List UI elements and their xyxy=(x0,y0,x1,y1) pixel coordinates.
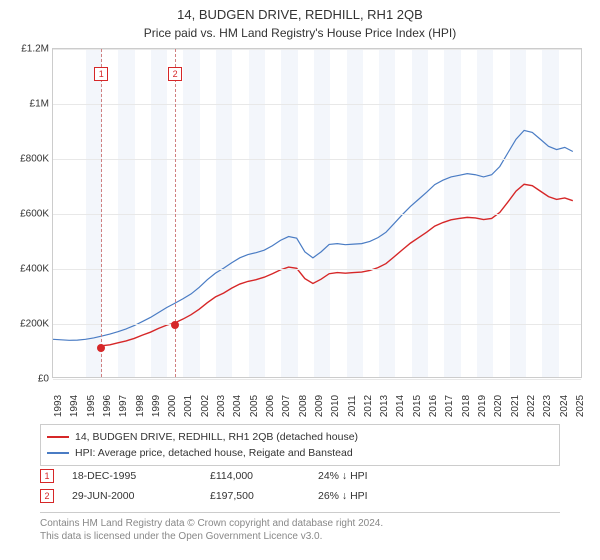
x-axis-label: 2017 xyxy=(444,395,455,417)
y-axis-label: £1.2M xyxy=(5,44,49,55)
x-axis-label: 2023 xyxy=(542,395,553,417)
x-axis-label: 2009 xyxy=(314,395,325,417)
y-axis-label: £1M xyxy=(5,99,49,110)
x-axis-label: 2013 xyxy=(379,395,390,417)
legend-label-property: 14, BUDGEN DRIVE, REDHILL, RH1 2QB (deta… xyxy=(75,431,358,443)
chart-subtitle: Price paid vs. HM Land Registry's House … xyxy=(0,24,600,40)
y-axis-label: £400K xyxy=(5,264,49,275)
x-axis-label: 1999 xyxy=(151,395,162,417)
series-line-hpi_detached xyxy=(53,130,573,340)
transaction-row-2: 2 29-JUN-2000 £197,500 26% ↓ HPI xyxy=(40,486,560,506)
x-axis-label: 1995 xyxy=(86,395,97,417)
y-axis-label: £800K xyxy=(5,154,49,165)
gridline xyxy=(53,379,581,380)
x-axis-label: 1994 xyxy=(69,395,80,417)
page-title: 14, BUDGEN DRIVE, REDHILL, RH1 2QB xyxy=(0,0,600,24)
legend-label-hpi: HPI: Average price, detached house, Reig… xyxy=(75,447,353,459)
gridline xyxy=(53,159,581,160)
transaction-marker-1: 1 xyxy=(40,469,54,483)
transaction-vs-hpi: 26% ↓ HPI xyxy=(318,490,428,502)
gridline xyxy=(53,214,581,215)
x-axis-label: 2014 xyxy=(395,395,406,417)
x-axis-label: 2020 xyxy=(493,395,504,417)
x-axis-label: 2006 xyxy=(265,395,276,417)
gridline xyxy=(53,49,581,50)
x-axis-label: 2002 xyxy=(200,395,211,417)
chart-svg xyxy=(53,49,581,377)
chart-plot-area: £0£200K£400K£600K£800K£1M£1.2M1993199419… xyxy=(52,48,582,378)
footer-attribution: Contains HM Land Registry data © Crown c… xyxy=(40,512,560,543)
x-axis-label: 2008 xyxy=(298,395,309,417)
marker-guideline xyxy=(101,49,102,377)
transaction-date: 18-DEC-1995 xyxy=(72,470,192,482)
y-axis-label: £200K xyxy=(5,319,49,330)
x-axis-label: 2011 xyxy=(347,395,358,417)
x-axis-label: 2019 xyxy=(477,395,488,417)
legend-box: 14, BUDGEN DRIVE, REDHILL, RH1 2QB (deta… xyxy=(40,424,560,466)
marker-dot xyxy=(97,344,105,352)
x-axis-label: 2024 xyxy=(559,395,570,417)
legend-swatch-property xyxy=(47,436,69,438)
transaction-price: £114,000 xyxy=(210,470,300,482)
x-axis-label: 2000 xyxy=(167,395,178,417)
transactions-table: 1 18-DEC-1995 £114,000 24% ↓ HPI 2 29-JU… xyxy=(40,466,560,506)
marker-dot xyxy=(171,321,179,329)
x-axis-label: 2015 xyxy=(412,395,423,417)
x-axis-label: 2022 xyxy=(526,395,537,417)
x-axis-label: 2010 xyxy=(330,395,341,417)
x-axis-label: 2004 xyxy=(232,395,243,417)
marker-label-box: 2 xyxy=(168,67,182,81)
x-axis-label: 2012 xyxy=(363,395,374,417)
gridline xyxy=(53,104,581,105)
x-axis-label: 2001 xyxy=(183,395,194,417)
x-axis-label: 2021 xyxy=(510,395,521,417)
footer-line-2: This data is licensed under the Open Gov… xyxy=(40,530,560,543)
x-axis-label: 2025 xyxy=(575,395,586,417)
x-axis-label: 2016 xyxy=(428,395,439,417)
transaction-marker-2: 2 xyxy=(40,489,54,503)
transaction-row-1: 1 18-DEC-1995 £114,000 24% ↓ HPI xyxy=(40,466,560,486)
x-axis-label: 1997 xyxy=(118,395,129,417)
x-axis-label: 2005 xyxy=(249,395,260,417)
marker-label-box: 1 xyxy=(94,67,108,81)
legend-swatch-hpi xyxy=(47,452,69,454)
transaction-date: 29-JUN-2000 xyxy=(72,490,192,502)
legend-item-property: 14, BUDGEN DRIVE, REDHILL, RH1 2QB (deta… xyxy=(47,429,553,445)
gridline xyxy=(53,324,581,325)
footer-line-1: Contains HM Land Registry data © Crown c… xyxy=(40,517,560,530)
legend-item-hpi: HPI: Average price, detached house, Reig… xyxy=(47,445,553,461)
gridline xyxy=(53,269,581,270)
chart-container: 14, BUDGEN DRIVE, REDHILL, RH1 2QB Price… xyxy=(0,0,600,560)
transaction-price: £197,500 xyxy=(210,490,300,502)
x-axis-label: 2007 xyxy=(281,395,292,417)
x-axis-label: 1998 xyxy=(135,395,146,417)
x-axis-label: 1993 xyxy=(53,395,64,417)
x-axis-label: 2018 xyxy=(461,395,472,417)
x-axis-label: 2003 xyxy=(216,395,227,417)
transaction-vs-hpi: 24% ↓ HPI xyxy=(318,470,428,482)
y-axis-label: £0 xyxy=(5,374,49,385)
x-axis-label: 1996 xyxy=(102,395,113,417)
y-axis-label: £600K xyxy=(5,209,49,220)
